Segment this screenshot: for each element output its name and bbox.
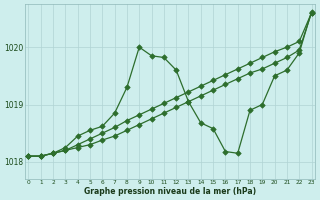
X-axis label: Graphe pression niveau de la mer (hPa): Graphe pression niveau de la mer (hPa) [84, 187, 256, 196]
